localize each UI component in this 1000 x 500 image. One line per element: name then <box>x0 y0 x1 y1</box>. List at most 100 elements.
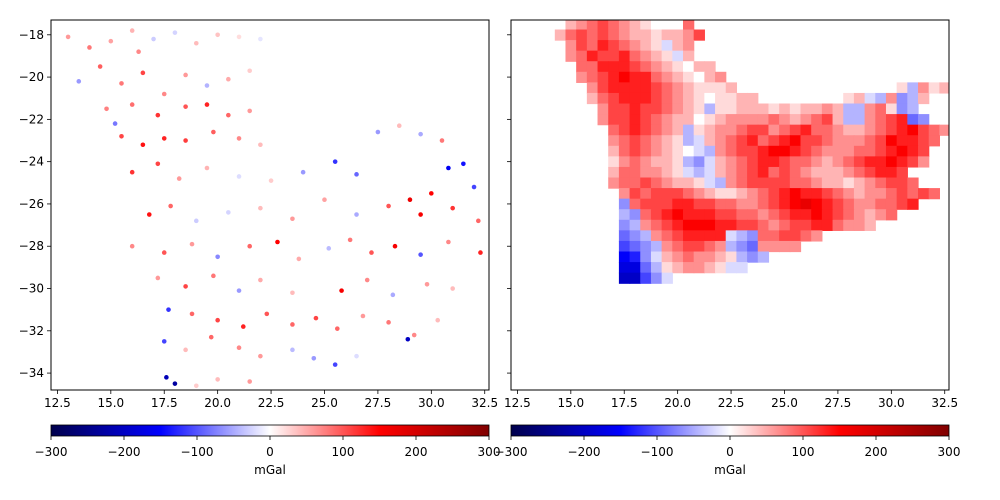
heatmap-cell <box>907 198 919 210</box>
heatmap-cell <box>907 188 919 200</box>
heatmap-cell <box>661 230 673 242</box>
data-point <box>129 169 135 175</box>
heatmap-cell <box>715 198 727 210</box>
heatmap-cell <box>618 156 631 168</box>
heatmap-cell <box>853 145 866 157</box>
data-point <box>189 311 195 317</box>
heatmap-cell <box>725 230 738 242</box>
heatmap-cell <box>629 209 641 221</box>
data-point <box>204 165 210 171</box>
heatmap-cell <box>918 114 930 126</box>
heatmap-cell <box>618 219 631 231</box>
data-point <box>332 159 338 164</box>
right-colorbar-tick-label: −200 <box>568 445 601 459</box>
heatmap-cell <box>853 198 866 210</box>
heatmap-cell <box>907 145 919 157</box>
heatmap-cell <box>736 209 748 221</box>
heatmap-cell <box>608 40 620 52</box>
heatmap-cell <box>800 177 812 189</box>
heatmap-cell <box>661 188 673 200</box>
heatmap-cell <box>693 61 705 73</box>
heatmap-cell <box>693 209 705 221</box>
data-point <box>258 142 263 148</box>
heatmap-cell <box>875 209 887 221</box>
heatmap-cell <box>650 20 663 31</box>
heatmap-cell <box>907 156 919 168</box>
heatmap-cell <box>682 198 695 210</box>
heatmap-cell <box>672 103 684 115</box>
heatmap-cell <box>789 230 802 242</box>
heatmap-cell <box>693 124 705 136</box>
heatmap-cell <box>586 82 599 94</box>
heatmap-cell <box>907 124 919 136</box>
heatmap-cell <box>885 103 898 115</box>
heatmap-cell <box>907 177 919 189</box>
heatmap-cell <box>736 177 748 189</box>
heatmap-cell <box>682 156 695 168</box>
heatmap-cell <box>832 124 844 136</box>
heatmap-cell <box>672 29 684 41</box>
right-colorbar-tick-label: −100 <box>641 445 674 459</box>
heatmap-cell <box>757 219 770 231</box>
heatmap-cell <box>725 135 738 147</box>
data-point <box>183 138 188 143</box>
heatmap-cell <box>704 166 716 179</box>
data-point <box>396 123 402 129</box>
data-point <box>247 108 253 114</box>
heatmap-cell <box>704 156 716 168</box>
left-y-tick-label: −22 <box>19 112 44 126</box>
heatmap-cell <box>896 156 908 168</box>
data-point <box>418 252 423 257</box>
heatmap-cell <box>811 219 823 231</box>
heatmap-cell <box>565 40 577 52</box>
heatmap-cell <box>811 145 823 157</box>
data-point <box>172 30 178 35</box>
data-point <box>296 256 302 262</box>
data-point <box>375 129 381 135</box>
right-colorbar-tick-label: 0 <box>726 445 734 459</box>
heatmap-cell <box>682 177 695 189</box>
heatmap-cell <box>704 198 716 210</box>
data-point <box>87 45 92 50</box>
heatmap-cell <box>821 135 834 147</box>
data-point <box>226 210 231 215</box>
heatmap-cell <box>693 135 705 147</box>
heatmap-cell <box>693 251 705 263</box>
data-point <box>424 281 430 287</box>
heatmap-cell <box>725 251 738 263</box>
left-y-tick-label: −20 <box>19 70 44 84</box>
heatmap-cell <box>896 135 908 147</box>
heatmap-cell <box>629 177 641 189</box>
data-point <box>76 79 82 84</box>
heatmap-cell <box>650 145 663 157</box>
left-colorbar-ticks: −300 −200 −100 0 100 200 300 <box>35 436 500 459</box>
heatmap-cell <box>661 272 673 284</box>
heatmap-cell <box>843 114 855 126</box>
heatmap-cell <box>608 114 620 126</box>
heatmap-cell <box>885 177 898 189</box>
heatmap-cell <box>682 61 695 73</box>
heatmap-cell <box>779 230 791 242</box>
heatmap-cell <box>918 135 930 147</box>
heatmap-cell <box>896 114 908 126</box>
heatmap-cell <box>747 209 759 221</box>
heatmap-cell <box>672 124 684 136</box>
heatmap-cell <box>661 71 673 83</box>
heatmap-cell <box>832 135 844 147</box>
left-x-tick-label: 17.5 <box>151 396 178 410</box>
left-x-tick-label: 20.0 <box>204 396 231 410</box>
data-point <box>211 129 216 135</box>
heatmap-cell <box>789 103 802 115</box>
heatmap-cell <box>650 156 663 168</box>
heatmap-cell <box>875 124 887 136</box>
heatmap-cell <box>715 166 727 179</box>
heatmap-cell <box>704 240 716 253</box>
heatmap-cell <box>682 50 695 62</box>
heatmap-cell <box>650 240 663 253</box>
heatmap-cell <box>672 198 684 210</box>
heatmap-cell <box>640 103 652 115</box>
heatmap-cell <box>661 40 673 52</box>
heatmap-cell <box>768 240 780 253</box>
heatmap-cell <box>811 230 823 242</box>
